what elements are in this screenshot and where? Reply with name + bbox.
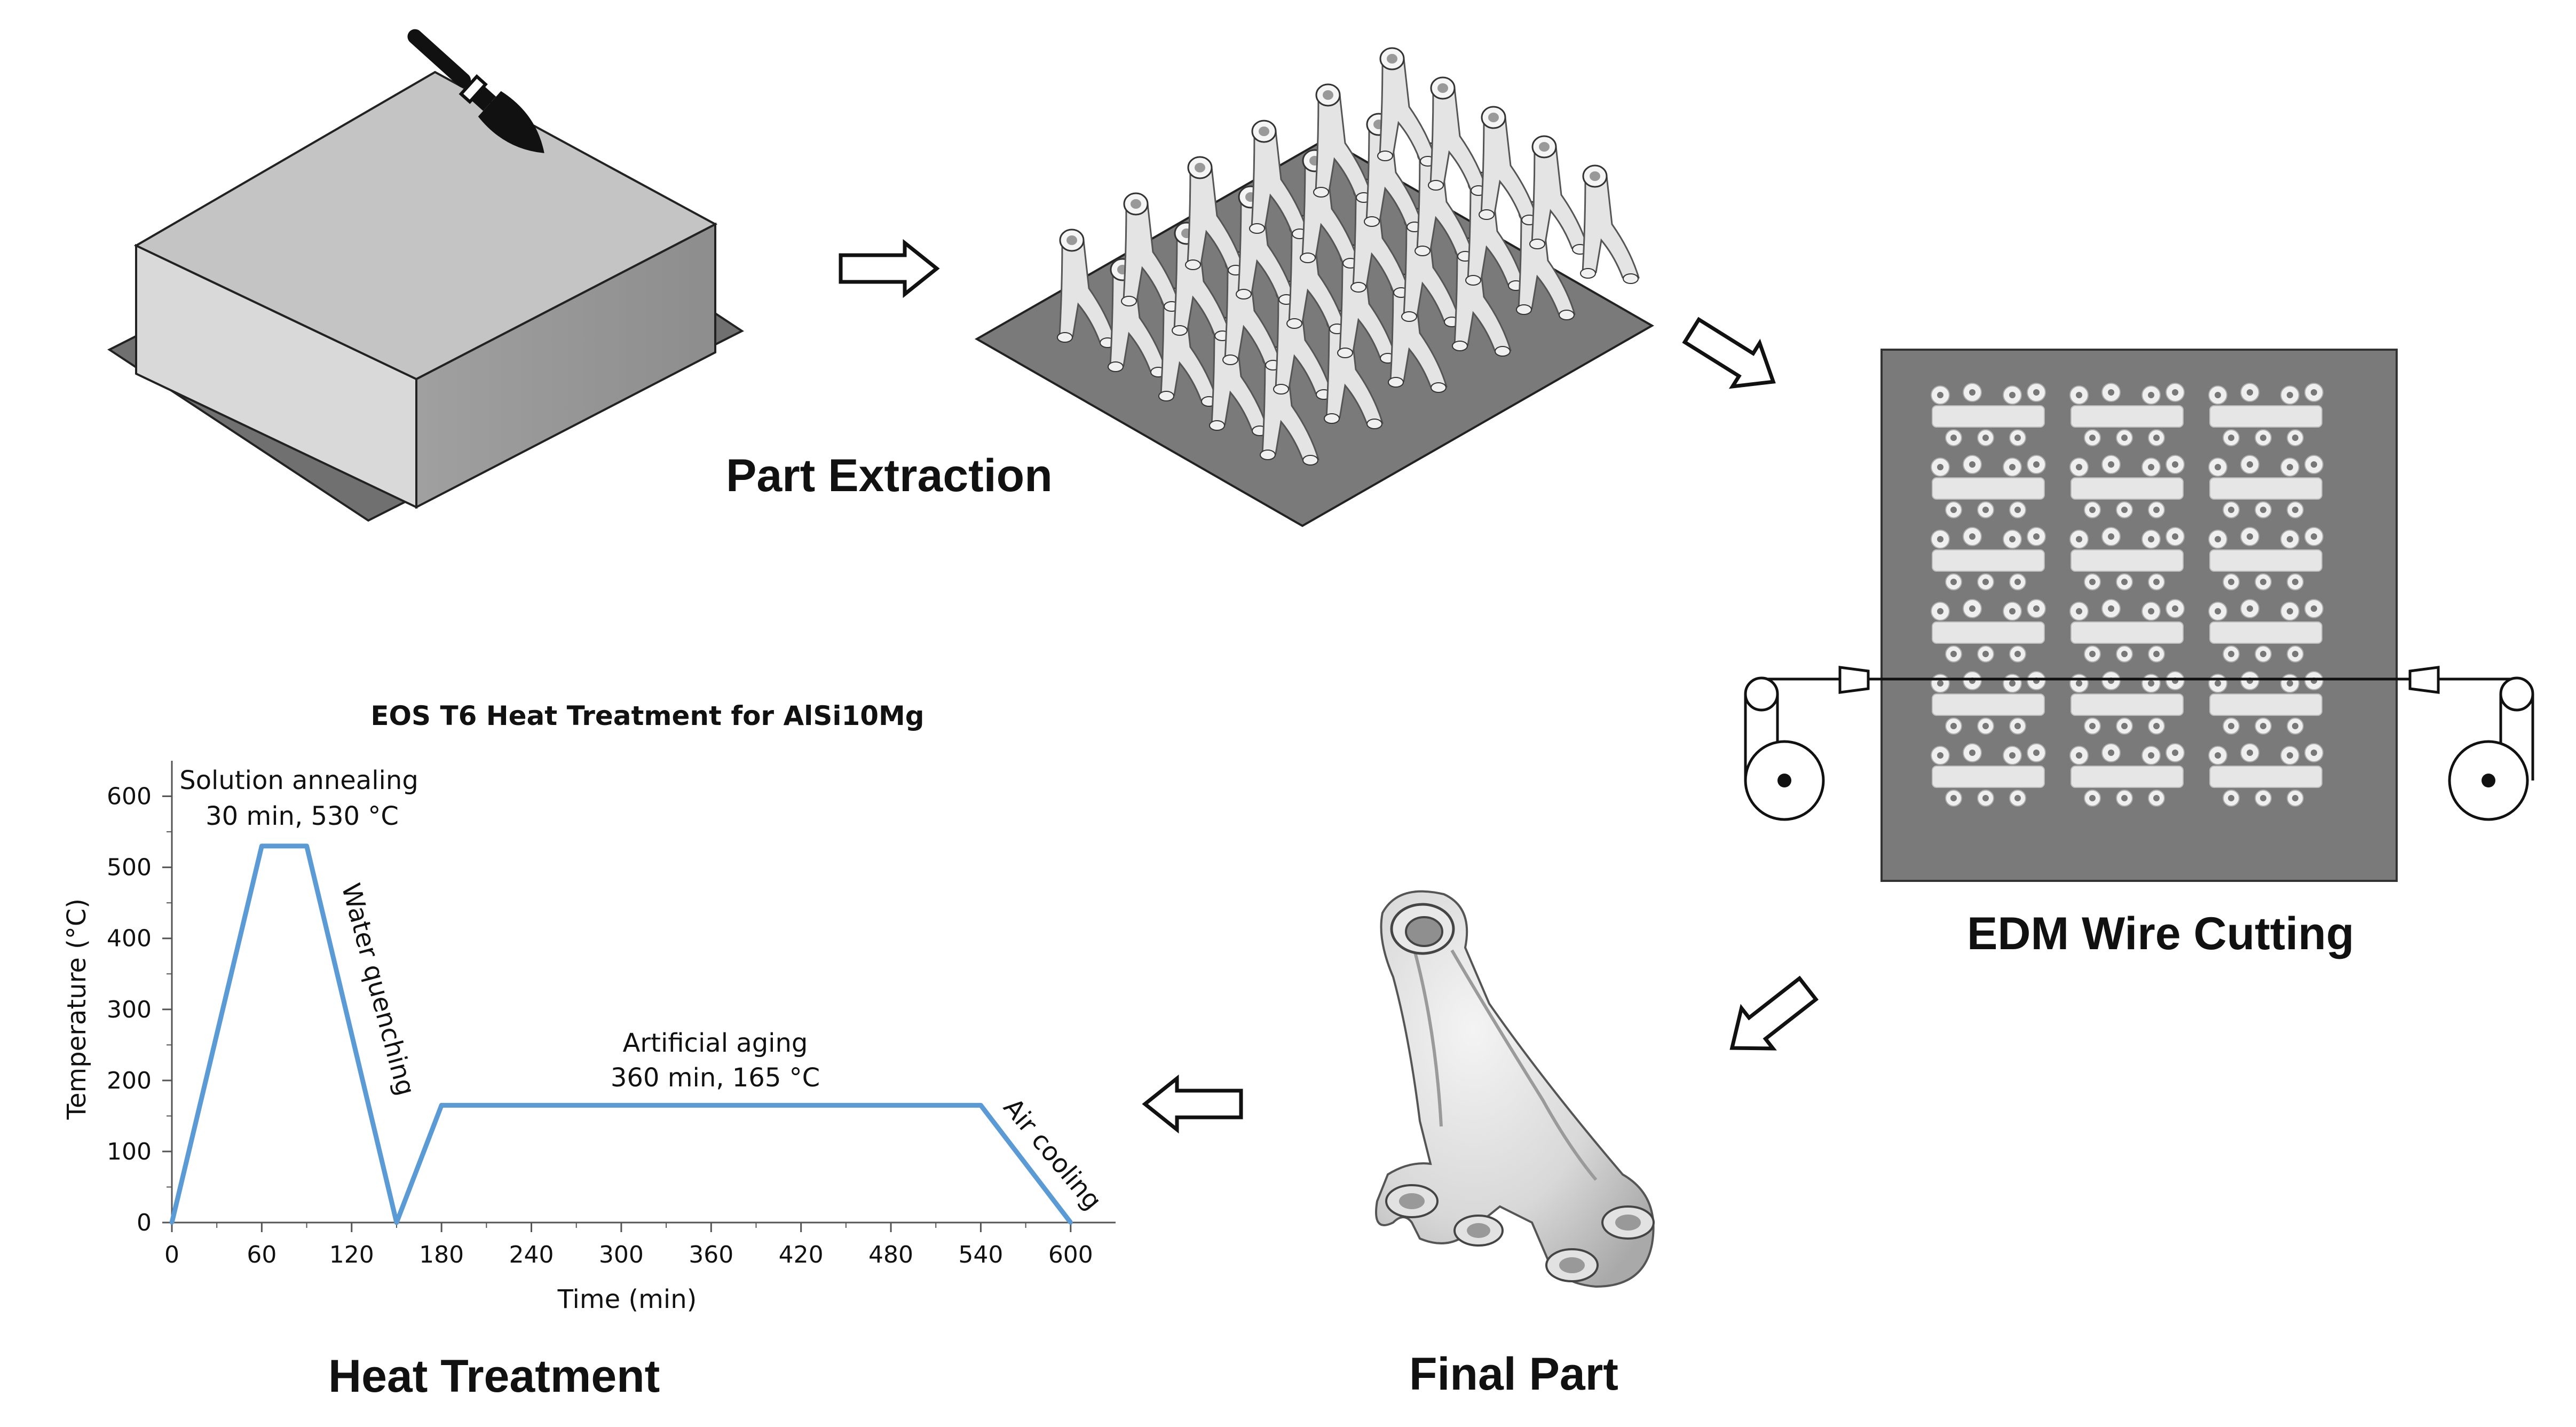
temperature-data-point (304, 843, 309, 848)
temperature-data-point (439, 1103, 444, 1108)
chart-series (169, 843, 1073, 1225)
paintbrush-icon (407, 29, 544, 153)
x-tick-label: 600 (1048, 1241, 1093, 1268)
printed-part (1529, 135, 1590, 255)
y-tick-label: 100 (107, 1138, 152, 1165)
arrow-down-right-icon (1682, 317, 1776, 389)
printed-part (1185, 156, 1245, 275)
final-part (1375, 890, 1655, 1288)
printed-part (1428, 76, 1488, 196)
chart-title: EOS T6 Heat Treatment for AlSi10Mg (370, 700, 924, 731)
edm-part (2069, 527, 2185, 590)
printed-part (1121, 192, 1181, 312)
temperature-data-point (978, 1103, 983, 1108)
edm-part (2208, 455, 2324, 518)
printed-part (1249, 120, 1309, 239)
x-tick-label: 420 (779, 1241, 824, 1268)
temperature-data-point (170, 1220, 174, 1225)
edm-part (1931, 743, 2046, 807)
temperature-series-line (169, 843, 1073, 1225)
printed-parts-plate (974, 47, 1655, 527)
edm-part (2208, 527, 2324, 590)
wire-pulley-icon (1744, 666, 1870, 821)
chart-axes (171, 761, 1116, 1224)
temperature-data-point (394, 1220, 399, 1225)
edm-part (2208, 671, 2324, 735)
y-tick-label: 200 (107, 1067, 152, 1094)
edm-part (2069, 383, 2185, 446)
edm-part (2208, 743, 2324, 807)
edm-part (1931, 527, 2046, 590)
edm-part (2069, 743, 2185, 807)
annotation-water-quenching: Water quenching (335, 880, 421, 1099)
temperature-data-point (1068, 1220, 1073, 1225)
label-edm-wire-cutting: EDM Wire Cutting (1967, 908, 2354, 959)
y-tick-label: 300 (107, 996, 152, 1023)
x-tick-label: 180 (419, 1241, 464, 1268)
x-tick-label: 540 (958, 1241, 1003, 1268)
build-block (107, 70, 744, 522)
y-tick-label: 400 (107, 925, 152, 952)
wire-pulley-icon (2408, 666, 2534, 821)
chart-ticks: 0 60 120 180 240 300 360 420 480 540 600 0 100 200 300… (107, 783, 1093, 1268)
heat-treatment-chart: EOS T6 Heat Treatment for AlSi10Mg 0 60 12… (62, 700, 1116, 1314)
y-tick-label: 500 (107, 854, 152, 881)
edm-part (2208, 383, 2324, 446)
printed-parts-array (1057, 47, 1640, 466)
edm-part (2069, 455, 2185, 518)
printed-part (1377, 47, 1437, 167)
y-tick-label: 0 (137, 1209, 152, 1236)
printed-part (1580, 164, 1640, 284)
edm-part (2208, 599, 2324, 663)
edm-part (1931, 383, 2046, 446)
edm-parts-grid (1931, 383, 2324, 807)
x-tick-label: 240 (509, 1241, 554, 1268)
annotation-aging-params: 360 min, 165 °C (611, 1063, 820, 1093)
edm-part (1931, 599, 2046, 663)
arrow-left-icon (1142, 1074, 1243, 1134)
y-tick-label: 600 (107, 783, 152, 810)
x-tick-label: 60 (247, 1241, 276, 1268)
x-tick-label: 300 (599, 1241, 644, 1268)
x-tick-label: 480 (868, 1241, 913, 1268)
block-top-face (133, 70, 718, 381)
label-final-part: Final Part (1409, 1349, 1618, 1400)
edm-assembly (1744, 349, 2534, 882)
annotation-artificial-aging: Artificial aging (623, 1028, 808, 1058)
edm-part (1931, 455, 2046, 518)
printed-part (1479, 106, 1539, 225)
arrow-right-icon (839, 239, 940, 298)
arrow-down-left-icon (1729, 975, 1819, 1051)
annotation-solution-params: 30 min, 530 °C (206, 801, 399, 831)
edm-part (2069, 599, 2185, 663)
y-axis-label: Temperature (°C) (62, 898, 92, 1120)
x-tick-label: 360 (689, 1241, 733, 1268)
label-heat-treatment: Heat Treatment (328, 1351, 660, 1402)
temperature-data-point (259, 843, 264, 848)
x-axis-label: Time (min) (557, 1284, 697, 1314)
x-tick-label: 0 (164, 1241, 179, 1268)
label-part-extraction: Part Extraction (726, 450, 1053, 501)
x-tick-label: 120 (329, 1241, 374, 1268)
annotation-solution-annealing: Solution annealing (179, 766, 418, 795)
printed-part (1313, 83, 1373, 203)
